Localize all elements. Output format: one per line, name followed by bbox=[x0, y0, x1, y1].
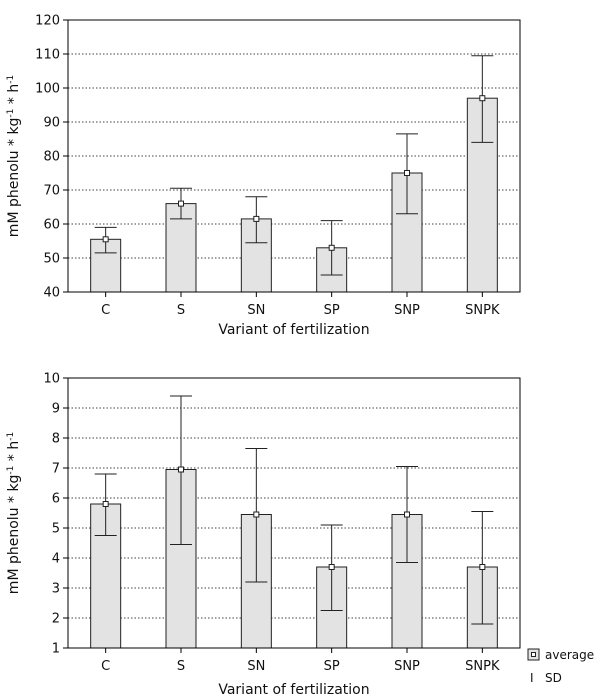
plot-frame bbox=[67, 377, 521, 649]
x-tick-label: S bbox=[177, 303, 185, 318]
y-tick-label: 110 bbox=[35, 48, 60, 63]
y-axis-title: mM phenolu * kg-1 * h-1 bbox=[6, 75, 22, 237]
x-tick-label: SP bbox=[324, 659, 340, 674]
x-tick-label: S bbox=[177, 659, 185, 674]
y-tick-label: 70 bbox=[43, 184, 60, 199]
x-tick-label: C bbox=[101, 303, 110, 318]
mean-marker bbox=[102, 236, 109, 243]
y-axis-title: mM phenolu * kg-1 * h-1 bbox=[6, 432, 22, 594]
y-axis-title-superscript: -1 bbox=[6, 109, 16, 118]
y-tick-label: 9 bbox=[52, 402, 60, 417]
legend-average-label: average bbox=[545, 648, 594, 662]
y-tick-label: 120 bbox=[35, 14, 60, 29]
y-axis-title-superscript: -1 bbox=[6, 466, 16, 475]
legend-sd-label: SD bbox=[545, 671, 562, 685]
y-axis-title-part: mM phenolu * kg bbox=[6, 118, 22, 238]
y-tick-label: 6 bbox=[52, 492, 60, 507]
x-tick-label: SNP bbox=[394, 659, 420, 674]
legend-average-marker bbox=[531, 652, 536, 657]
mean-marker bbox=[404, 170, 410, 176]
y-tick-label: 80 bbox=[43, 150, 60, 165]
y-axis-title-part: * h bbox=[6, 84, 22, 109]
y-axis-title-part: * h bbox=[6, 441, 22, 466]
mean-marker bbox=[178, 466, 184, 473]
x-axis-title: Variant of fertilization bbox=[218, 322, 369, 338]
y-tick-label: 1 bbox=[52, 642, 60, 657]
plot-frame bbox=[67, 19, 521, 293]
chart-bottom: 1 2 3 4 5 6 7 8 9 10 C S SN SP SNP SNPK Variant of ferti… bbox=[6, 372, 521, 698]
mean-marker bbox=[102, 501, 109, 507]
y-tick-label: 7 bbox=[52, 462, 60, 477]
mean-marker bbox=[178, 200, 184, 207]
y-tick-label: 3 bbox=[52, 582, 60, 597]
mean-marker bbox=[253, 215, 260, 222]
x-tick-label: SP bbox=[324, 303, 340, 318]
x-tick-label: SNPK bbox=[465, 303, 500, 318]
mean-marker bbox=[328, 564, 335, 570]
y-tick-label: 60 bbox=[43, 218, 60, 233]
chart-top: 40 50 60 70 80 90 100 110 120 C S SN SP SNP SNPK Varian… bbox=[6, 14, 521, 338]
y-tick-label: 2 bbox=[52, 612, 60, 627]
legend: average I SD bbox=[527, 648, 594, 685]
legend-sd-symbol: I bbox=[530, 671, 534, 685]
mean-marker bbox=[328, 244, 335, 251]
y-axis-title-part: mM phenolu * kg bbox=[6, 475, 22, 595]
mean-marker bbox=[253, 511, 260, 518]
mean-marker bbox=[404, 511, 410, 518]
x-tick-label: SNPK bbox=[465, 659, 500, 674]
x-tick-label: C bbox=[101, 659, 110, 674]
y-axis-title-superscript: -1 bbox=[6, 432, 16, 441]
y-tick-label: 5 bbox=[52, 522, 60, 537]
y-tick-label: 40 bbox=[43, 286, 60, 301]
y-tick-label: 10 bbox=[43, 372, 60, 387]
y-tick-label: 90 bbox=[43, 116, 60, 131]
mean-marker bbox=[479, 95, 486, 102]
mean-marker bbox=[479, 564, 486, 570]
y-axis-title-superscript: -1 bbox=[6, 75, 16, 84]
x-axis-title: Variant of fertilization bbox=[218, 682, 369, 698]
y-tick-label: 4 bbox=[52, 552, 60, 567]
x-tick-label: SN bbox=[247, 659, 265, 674]
y-tick-label: 50 bbox=[43, 252, 60, 267]
x-tick-label: SN bbox=[247, 303, 265, 318]
y-tick-label: 100 bbox=[35, 82, 60, 97]
x-tick-label: SNP bbox=[394, 303, 420, 318]
y-tick-label: 8 bbox=[52, 432, 60, 447]
